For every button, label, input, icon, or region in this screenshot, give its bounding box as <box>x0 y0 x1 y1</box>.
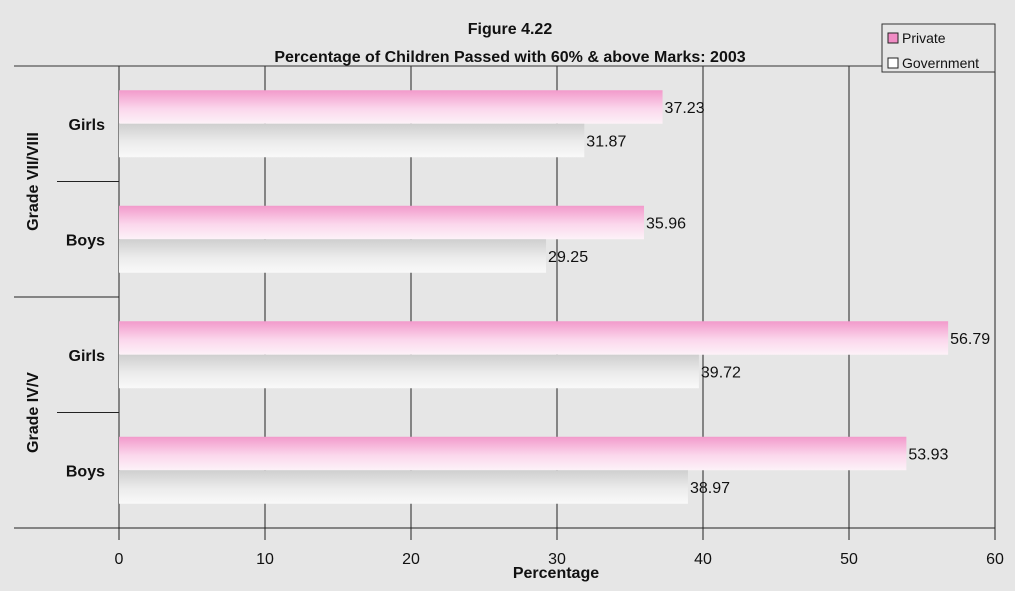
data-label: 38.97 <box>690 480 730 497</box>
x-tick-label: 50 <box>840 551 858 568</box>
legend-swatch-private <box>887 32 899 44</box>
data-label: 56.79 <box>950 331 990 348</box>
data-labels: 37.23 31.87 35.96 29.25 56.79 39.72 53.93 38.97 <box>548 100 990 497</box>
group-label: Grade IV/V <box>25 372 42 453</box>
legend-label-private: Private <box>902 30 946 46</box>
x-axis-title: Percentage <box>513 565 599 582</box>
data-label: 35.96 <box>646 216 686 233</box>
bars <box>119 90 949 504</box>
data-label: 37.23 <box>665 100 705 117</box>
bar-government-boys <box>119 470 688 504</box>
bar-government-girls <box>119 354 699 389</box>
category-labels: Girls Boys Girls Boys Grade VII/VIII Grade IV… <box>25 117 105 481</box>
bar-private-boys <box>119 205 645 240</box>
category-label: Girls <box>69 117 106 134</box>
legend-label-government: Government <box>902 55 979 71</box>
x-tick-label: 60 <box>986 551 1004 568</box>
category-label: Girls <box>69 348 106 365</box>
bar-private-girls <box>119 90 663 124</box>
data-label: 53.93 <box>908 447 948 464</box>
bar-private-girls <box>119 321 949 355</box>
x-tick-label: 40 <box>694 551 712 568</box>
x-tick-label: 10 <box>256 551 274 568</box>
legend: Private Government <box>881 23 996 73</box>
chart-title: Figure 4.22 <box>468 21 553 38</box>
group-label: Grade VII/VIII <box>25 132 42 231</box>
data-label: 29.25 <box>548 249 588 266</box>
bar-government-boys <box>119 239 547 273</box>
category-label: Boys <box>66 232 105 249</box>
x-tick-label: 30 <box>548 551 566 568</box>
axes: 0 10 20 30 40 50 60 <box>14 65 1004 568</box>
x-tick-label: 0 <box>115 551 124 568</box>
legend-box <box>881 23 996 73</box>
category-label: Boys <box>66 463 105 480</box>
bar-private-boys <box>119 436 907 471</box>
x-tick-label: 20 <box>402 551 420 568</box>
data-label: 39.72 <box>701 364 741 381</box>
legend-swatch-government <box>887 57 899 69</box>
data-label: 31.87 <box>586 133 626 150</box>
chart-subtitle: Percentage of Children Passed with 60% &… <box>274 49 745 66</box>
bar-government-girls <box>119 123 585 158</box>
